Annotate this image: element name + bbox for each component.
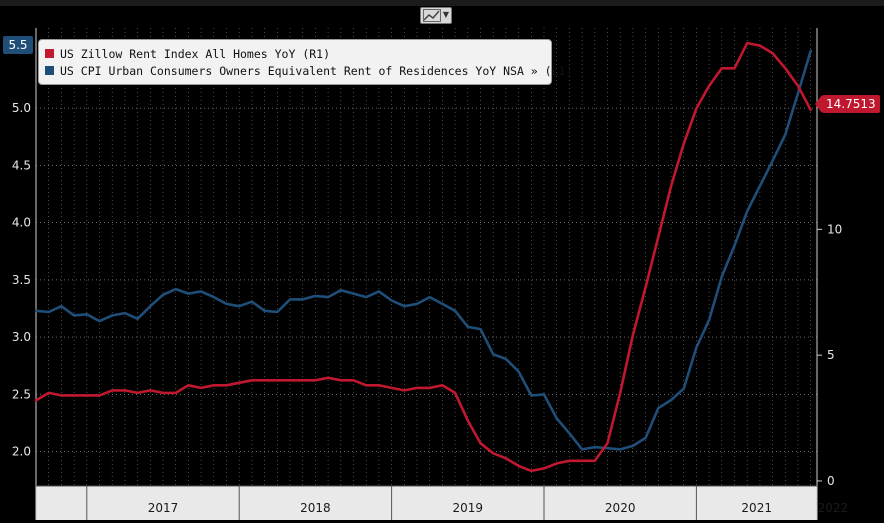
right-axis-tick-label: 0 <box>827 474 835 488</box>
year-label: 2022 <box>818 501 849 515</box>
legend-item-cpi-oer: US CPI Urban Consumers Owners Equivalent… <box>45 62 572 79</box>
right-axis-last-value-badge: 14.7513 <box>815 95 880 113</box>
legend-label-cpi-oer: US CPI Urban Consumers Owners Equivalent… <box>60 63 573 78</box>
axes: 2.0 2.5 3.0 3.5 4.0 4.5 5.0 0 5 10 2017 2018 2019 202… <box>12 28 848 520</box>
left-axis-last-value-badge: 5.5 <box>3 36 33 54</box>
year-label: 2019 <box>453 501 484 515</box>
year-label: 2021 <box>741 501 772 515</box>
left-axis-tick-label: 4.0 <box>12 216 31 230</box>
year-label: 2018 <box>300 501 331 515</box>
year-label: 2020 <box>605 501 636 515</box>
legend-swatch-zillow <box>45 49 54 58</box>
cpi-oer-series-line <box>34 49 813 451</box>
left-axis-tick-label: 5.0 <box>12 101 31 115</box>
legend-swatch-cpi-oer <box>45 66 54 75</box>
right-axis-tick-label: 10 <box>827 222 842 236</box>
zillow-rent-series-line <box>34 41 813 473</box>
left-axis-tick-label: 3.5 <box>12 273 31 287</box>
year-label: 2017 <box>148 501 179 515</box>
line-chart-icon <box>423 9 441 22</box>
legend-label-zillow: US Zillow Rent Index All Homes YoY (R1) <box>60 46 331 61</box>
series <box>34 41 813 473</box>
plot-background <box>36 28 817 486</box>
year-axis-band <box>36 486 817 520</box>
legend: US Zillow Rent Index All Homes YoY (R1) … <box>38 39 572 85</box>
chevron-down-icon: ▼ <box>442 10 449 19</box>
top-toolbar-strip <box>0 0 884 6</box>
left-axis-tick-label: 2.5 <box>12 387 31 401</box>
right-axis-tick-label: 5 <box>827 348 835 362</box>
left-axis-tick-label: 3.0 <box>12 330 31 344</box>
chart-type-icon[interactable]: ▼ <box>420 7 452 24</box>
left-axis-tick-label: 4.5 <box>12 158 31 172</box>
grid <box>35 28 817 486</box>
legend-item-zillow: US Zillow Rent Index All Homes YoY (R1) <box>45 45 545 62</box>
left-axis-tick-label: 2.0 <box>12 445 31 459</box>
